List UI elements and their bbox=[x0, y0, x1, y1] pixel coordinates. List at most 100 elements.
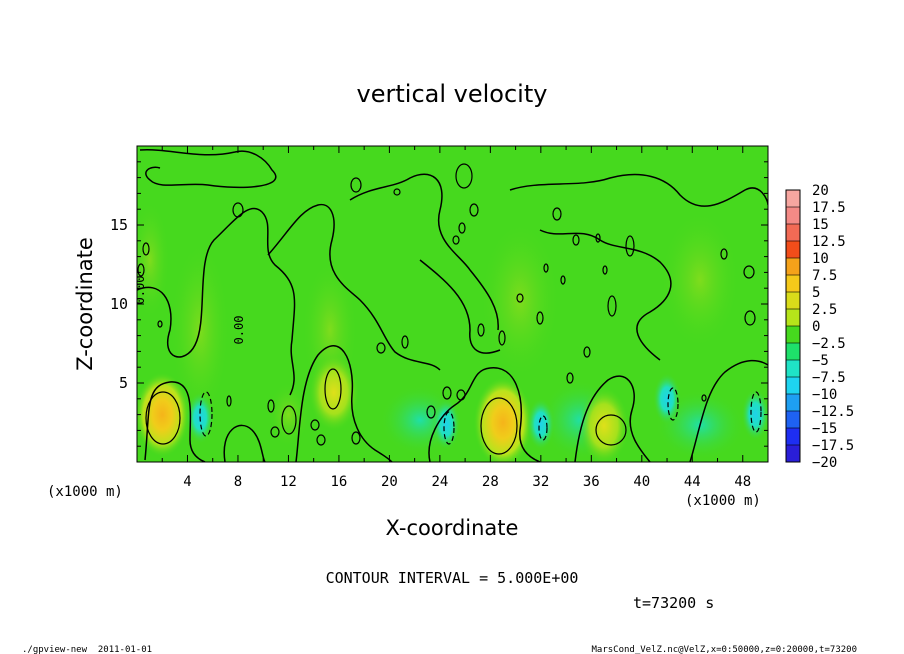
updraft-cell bbox=[473, 376, 533, 462]
x-tick-label: 24 bbox=[431, 474, 448, 490]
contour-island bbox=[393, 188, 401, 196]
contour-island bbox=[452, 235, 460, 245]
plume-shading bbox=[660, 210, 740, 350]
colorbar-segment bbox=[786, 428, 800, 446]
contour-island bbox=[607, 295, 617, 317]
zero-contour bbox=[539, 229, 672, 361]
colorbar-segment bbox=[786, 343, 800, 361]
contour-neg5 bbox=[750, 391, 762, 433]
positive-contours bbox=[145, 368, 627, 455]
contour-neg5 bbox=[443, 411, 455, 445]
contour-island bbox=[536, 311, 544, 325]
zero-contour bbox=[509, 173, 768, 207]
contour-island bbox=[552, 207, 562, 221]
colorbar-segment bbox=[786, 241, 800, 259]
contour-island bbox=[232, 202, 244, 218]
contour-neg5 bbox=[667, 387, 679, 421]
zero-contour bbox=[137, 207, 296, 396]
contour-island bbox=[701, 394, 707, 402]
contour-5 bbox=[281, 405, 297, 435]
x-tick-label: 16 bbox=[330, 474, 347, 490]
contour-island bbox=[316, 434, 326, 446]
colorbar-label: 15 bbox=[812, 217, 829, 233]
colorbar-label: 0 bbox=[812, 319, 820, 335]
contour-island bbox=[743, 265, 755, 279]
colorbar-label: 2.5 bbox=[812, 302, 837, 318]
zero-contour bbox=[144, 381, 206, 462]
contour-label: 0.00 bbox=[133, 276, 147, 305]
contour-island bbox=[744, 310, 756, 326]
y-tick-label: 15 bbox=[110, 216, 128, 234]
y-tick-label: 5 bbox=[119, 374, 128, 392]
contour-island bbox=[477, 323, 485, 337]
colorbar-label: −17.5 bbox=[812, 438, 854, 454]
x-tick-label: 8 bbox=[234, 474, 242, 490]
contour-island bbox=[625, 235, 635, 257]
zero-contour bbox=[349, 173, 499, 331]
plume-shading bbox=[480, 220, 560, 380]
colorbar-label: −7.5 bbox=[812, 370, 846, 386]
contour-island bbox=[602, 265, 608, 275]
contour-island bbox=[498, 330, 506, 346]
colorbar-segment bbox=[786, 258, 800, 276]
y-axis: 5 10 15 bbox=[110, 161, 768, 447]
colorbar-label: 7.5 bbox=[812, 268, 837, 284]
contour-island bbox=[142, 242, 150, 256]
colorbar-label: −12.5 bbox=[812, 404, 854, 420]
plot-area: 0.00 0.00 bbox=[133, 146, 768, 462]
contour-island bbox=[455, 163, 473, 189]
y-axis-label: Z-coordinate bbox=[73, 237, 97, 371]
contour-island bbox=[401, 335, 409, 349]
contour-island bbox=[310, 419, 320, 431]
contour-island bbox=[351, 431, 361, 445]
colorbar-segment bbox=[786, 377, 800, 395]
contour-interval: CONTOUR INTERVAL = 5.000E+00 bbox=[326, 569, 579, 587]
chart-title: vertical velocity bbox=[357, 80, 548, 108]
contour-island bbox=[458, 222, 466, 234]
plume-shading bbox=[137, 200, 170, 320]
contour-island bbox=[572, 234, 580, 246]
updraft-cell bbox=[267, 381, 310, 448]
x-tick-label: 32 bbox=[532, 474, 549, 490]
colorbar-segment bbox=[786, 275, 800, 293]
x-tick-label: 36 bbox=[583, 474, 600, 490]
downdraft-cell bbox=[741, 388, 768, 441]
contour-island bbox=[137, 263, 145, 277]
zero-contour bbox=[295, 345, 393, 462]
contour-island bbox=[157, 320, 163, 328]
x-tick-label: 40 bbox=[633, 474, 650, 490]
zero-contour bbox=[419, 259, 501, 354]
colorbar-label: −15 bbox=[812, 421, 837, 437]
colorbar-label: −5 bbox=[812, 353, 829, 369]
colorbar-segment bbox=[786, 190, 800, 208]
contour-island bbox=[267, 399, 275, 413]
colorbar-segment bbox=[786, 445, 800, 463]
updraft-cell bbox=[308, 353, 360, 432]
downdraft-cell bbox=[653, 372, 682, 425]
colorbar-label: 17.5 bbox=[812, 200, 846, 216]
colorbar: 2017.51512.5107.552.50−2.5−5−7.5−10−12.5… bbox=[785, 183, 854, 471]
y-tick-label: 10 bbox=[110, 295, 128, 313]
time-label: t=73200 s bbox=[633, 594, 714, 612]
zero-contour bbox=[139, 149, 277, 189]
zero-contour bbox=[689, 359, 768, 462]
contour-island bbox=[516, 293, 524, 303]
x-axis: 4 8 12 16 20 24 28 32 36 40 44 48 bbox=[161, 146, 751, 490]
colorbar-label: 5 bbox=[812, 285, 820, 301]
footer-right: MarsCond_VelZ.nc@VelZ,x=0:50000,z=0:2000… bbox=[591, 645, 857, 654]
contour-5 bbox=[480, 397, 518, 455]
contour-lines bbox=[137, 149, 768, 462]
colorbar-label: 10 bbox=[812, 251, 829, 267]
zero-contour bbox=[574, 375, 651, 462]
contour-5 bbox=[595, 414, 627, 446]
x-tick-label: 12 bbox=[280, 474, 297, 490]
contour-neg5 bbox=[199, 391, 213, 437]
contour-island bbox=[560, 275, 566, 285]
colorbar-segment bbox=[786, 292, 800, 310]
colorbar-label: −2.5 bbox=[812, 336, 846, 352]
colorbar-label: −10 bbox=[812, 387, 837, 403]
contour-label: 0.00 bbox=[232, 316, 246, 345]
contour-island bbox=[426, 405, 436, 419]
x-units-right: (x1000 m) bbox=[685, 493, 761, 509]
zero-contour bbox=[267, 203, 441, 371]
